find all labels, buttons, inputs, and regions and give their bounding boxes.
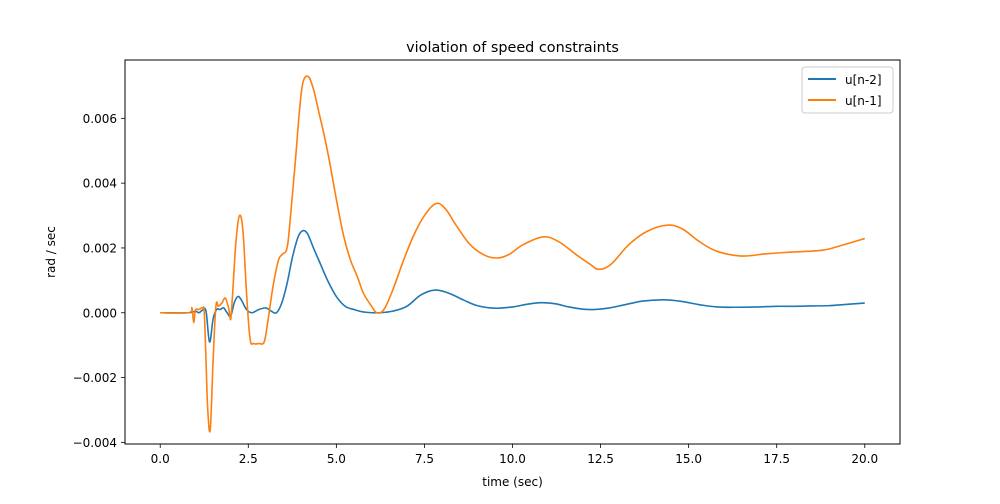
x-tick-label: 20.0: [851, 452, 878, 466]
x-axis-ticks: 0.0 2.5 5.0 7.5 10.0 12.5 15.0 17.5 20.0: [151, 444, 878, 466]
x-axis-label: time (sec): [482, 475, 543, 489]
legend: u[n-2] u[n-1]: [801, 66, 894, 114]
legend-label-u-n-2: u[n-2]: [845, 73, 882, 87]
x-tick-label: 5.0: [327, 452, 346, 466]
series-line-u-n-1: [160, 75, 865, 433]
legend-label-u-n-1: u[n-1]: [845, 94, 882, 108]
chart-title: violation of speed constraints: [406, 40, 619, 56]
x-tick-label: 2.5: [239, 452, 258, 466]
y-tick-label: 0.000: [83, 306, 117, 320]
y-axis-label: rad / sec: [44, 226, 58, 278]
y-axis-ticks: −0.004 −0.002 0.000 0.002 0.004 0.006: [73, 112, 125, 450]
x-tick-label: 15.0: [675, 452, 702, 466]
y-tick-label: 0.004: [83, 177, 117, 191]
y-tick-label: 0.006: [83, 112, 117, 126]
y-tick-label: −0.004: [73, 436, 117, 450]
x-tick-label: 0.0: [151, 452, 170, 466]
y-tick-label: 0.002: [83, 241, 117, 255]
x-tick-label: 10.0: [499, 452, 526, 466]
series-line-u-n-2: [160, 229, 865, 343]
plot-area: [160, 75, 865, 433]
y-tick-label: −0.002: [73, 371, 117, 385]
x-tick-label: 7.5: [415, 452, 434, 466]
x-tick-label: 12.5: [587, 452, 614, 466]
x-tick-label: 17.5: [763, 452, 790, 466]
